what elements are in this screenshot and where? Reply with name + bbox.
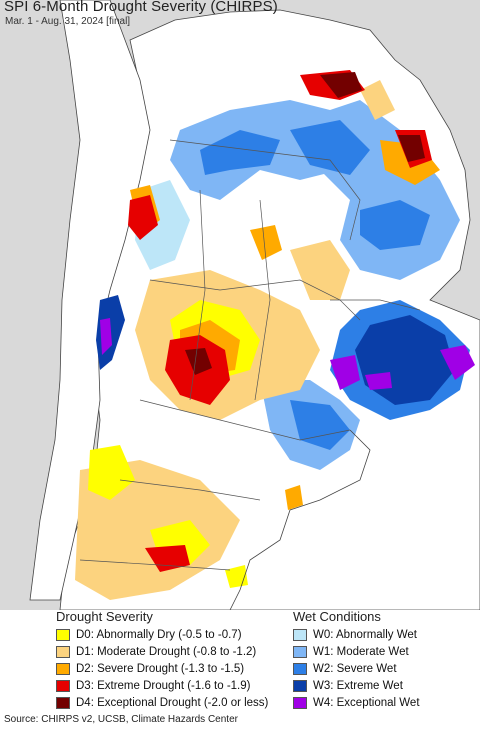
legend-drought-item: D2: Severe Drought (-1.3 to -1.5) [56,660,268,677]
wet-zone-w2-buenos-aires [290,400,350,450]
legend-drought-list: D0: Abnormally Dry (-0.5 to -0.7) D1: Mod… [56,626,268,711]
legend-drought-title: Drought Severity [56,609,153,624]
legend-drought-item: D4: Exceptional Drought (-2.0 or less) [56,694,268,711]
drought-zone-d0-south [88,445,135,500]
drought-zone-d2-coast [285,485,303,510]
legend-wet-item: W3: Extreme Wet [293,677,420,694]
legend-drought-swatch [56,696,70,709]
legend-drought-swatch [56,628,70,641]
map-title: SPI 6-Month Drought Severity (CHIRPS) [4,0,278,15]
legend-wet-label: W2: Severe Wet [313,662,397,675]
legend-wet-swatch [293,662,307,675]
legend-drought-swatch [56,645,70,658]
drought-zone-d4-ne [398,135,425,162]
border-line-7 [189,189,206,401]
legend-wet-item: W1: Moderate Wet [293,643,420,660]
admin-borders [79,139,421,571]
legend-wet-swatch [293,645,307,658]
wet-zone-w4-uruguay-east [440,345,475,380]
drought-zone-d1-east [290,240,350,300]
wet-zone-w2-paraguay-east [360,200,430,250]
legend-drought-swatch [56,679,70,692]
border-line-2 [149,279,361,321]
wet-zone-w2-paraguay [290,120,370,175]
legend-wet-item: W4: Exceptional Wet [293,694,420,711]
wet-zone-w4-uruguay-west [330,355,360,390]
legend-drought-label: D1: Moderate Drought (-0.8 to -1.2) [76,645,257,658]
legend-wet-swatch [293,696,307,709]
atlantic-coastline [229,429,371,610]
legend-drought-item: D1: Moderate Drought (-0.8 to -1.2) [56,643,268,660]
wet-zone-w2-north [200,130,280,175]
legend-drought-swatch [56,662,70,675]
border-line-4 [119,479,261,501]
legend-drought-item: D0: Abnormally Dry (-0.5 to -0.7) [56,626,268,643]
border-line-8 [330,299,421,311]
border-line-5 [79,559,231,571]
drought-zone-d4-north [320,72,362,98]
legend-drought-label: D0: Abnormally Dry (-0.5 to -0.7) [76,628,242,641]
border-line-1 [169,139,361,241]
border-line-3 [139,399,351,441]
legend-wet-label: W1: Moderate Wet [313,645,409,658]
legend-wet-list: W0: Abnormally Wet W1: Moderate Wet W2: Se… [293,626,420,711]
legend-drought-label: D4: Exceptional Drought (-2.0 or less) [76,696,269,709]
legend-wet-item: W0: Abnormally Wet [293,626,420,643]
legend-drought-label: D3: Extreme Drought (-1.6 to -1.9) [76,679,251,692]
legend-wet-item: W2: Severe Wet [293,660,420,677]
legend-drought-label: D2: Severe Drought (-1.3 to -1.5) [76,662,245,675]
drought-map [0,0,480,610]
wet-zone-w4-andes [100,318,112,355]
legend-wet-label: W3: Extreme Wet [313,679,403,692]
legend-drought-item: D3: Extreme Drought (-1.6 to -1.9) [56,677,268,694]
legend-wet-label: W0: Abnormally Wet [313,628,417,641]
drought-zone-d3-west [128,195,158,240]
source-credit: Source: CHIRPS v2, UCSB, Climate Hazards… [4,714,238,725]
legend-wet-label: W4: Exceptional Wet [313,696,420,709]
drought-zone-d1-ne-patch [360,80,395,120]
drought-zone-d4-central [185,348,212,375]
drought-zone-d3-patagonia [145,545,190,572]
border-line-6 [254,199,271,401]
legend-wet-swatch [293,628,307,641]
map-subtitle: Mar. 1 - Aug. 31, 2024 [final] [5,16,131,27]
legend-wet-swatch [293,679,307,692]
legend-wet-title: Wet Conditions [293,609,381,624]
wet-zone-w4-uruguay-south [365,372,392,390]
drought-zone-d2-north [250,225,282,260]
